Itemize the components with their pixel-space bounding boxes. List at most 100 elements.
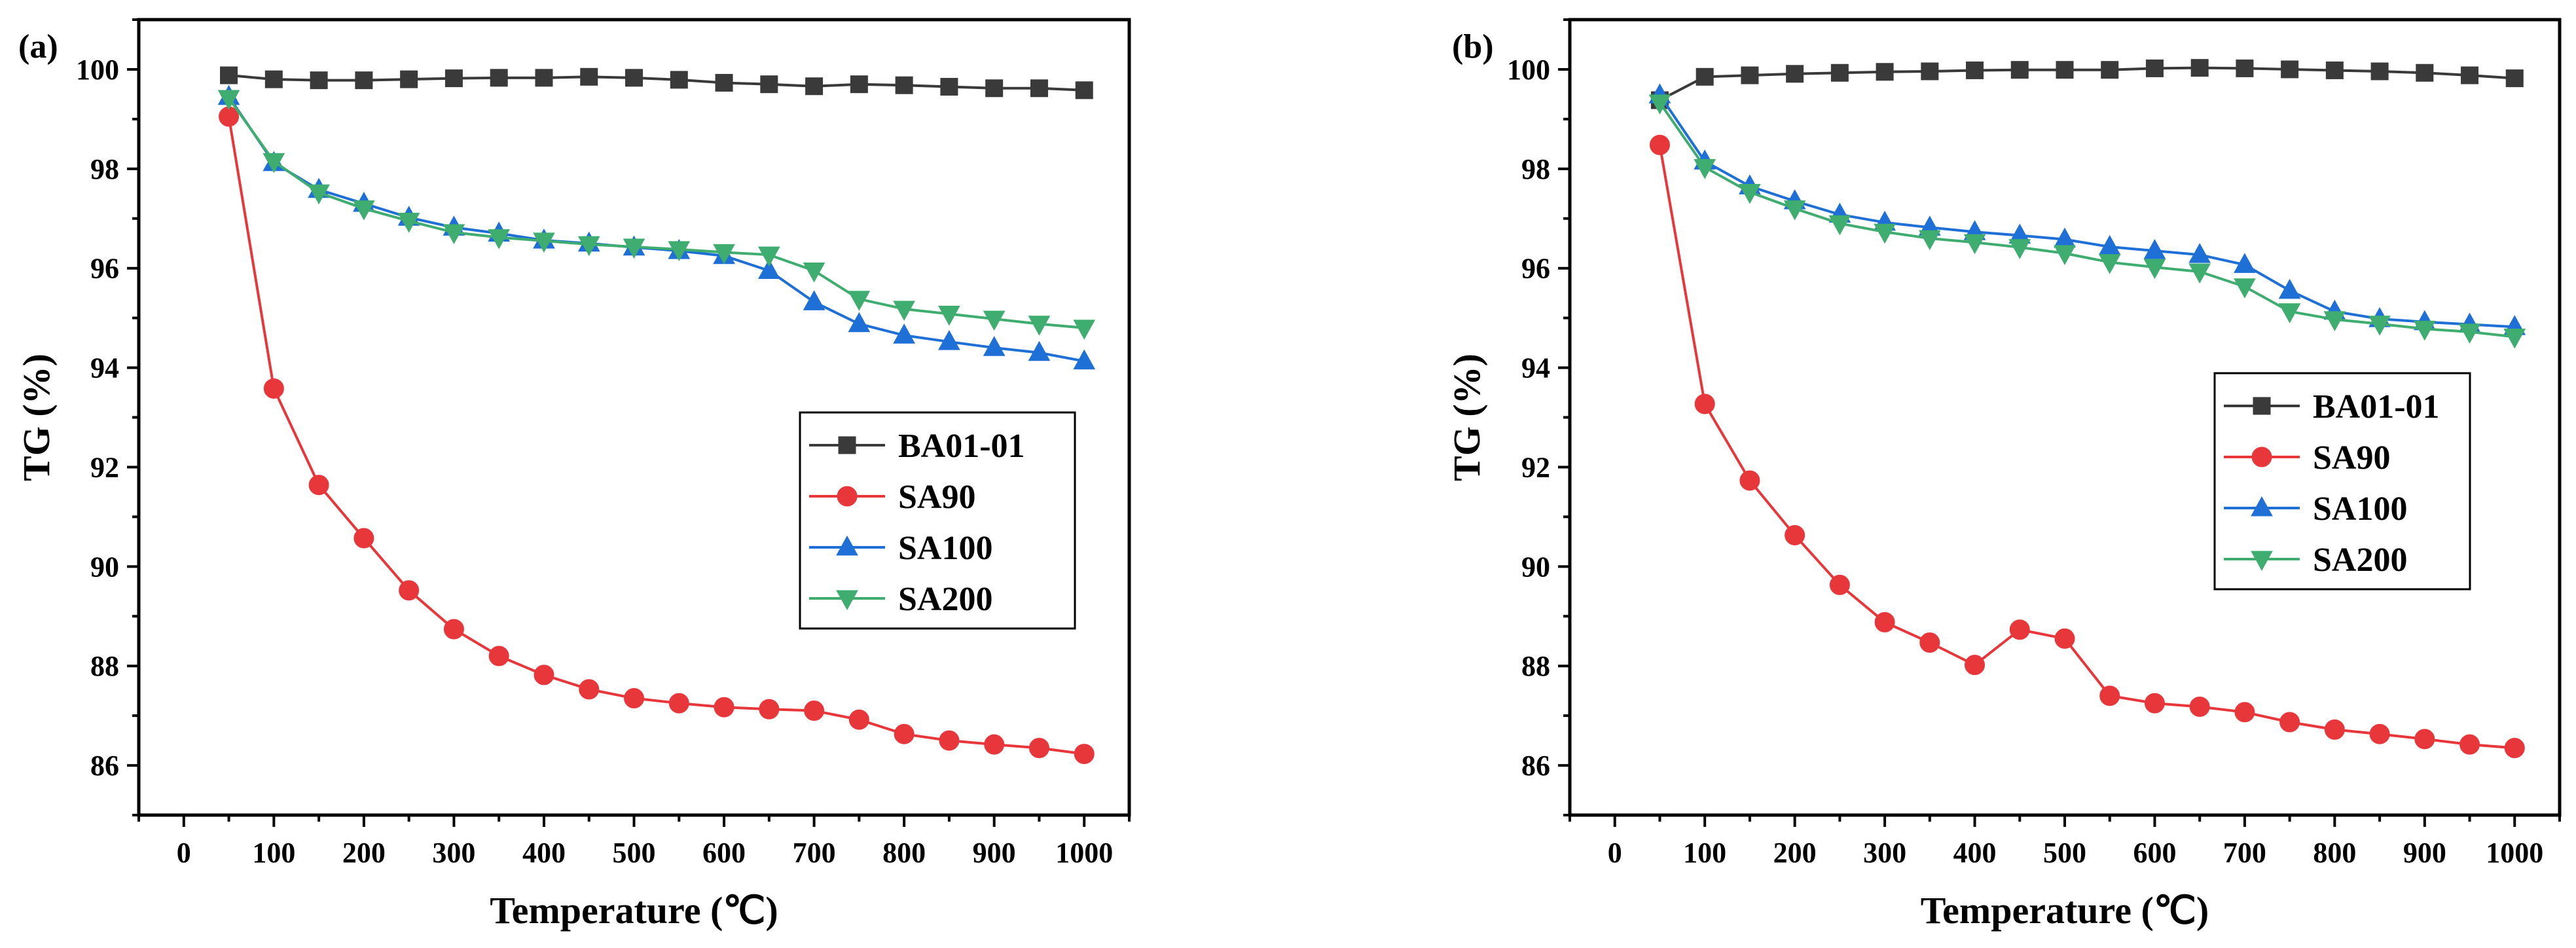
legend-item: SA200 [809,581,992,618]
data-point [308,184,330,205]
legend-label: BA01-01 [898,428,1025,465]
data-point [220,66,238,84]
data-point [2145,59,2164,77]
data-point [2279,712,2300,733]
data-point [938,330,960,350]
data-point [2325,61,2344,79]
legend-marker-triangle-up [2251,496,2273,517]
data-point [805,77,824,96]
data-point [2504,737,2525,758]
x-tick-label: 600 [702,837,746,869]
data-point [310,71,328,90]
legend-marker-triangle-up [836,535,858,556]
data-point [1874,223,1896,244]
series-line [1658,101,2515,338]
x-tick-label: 0 [1608,837,1622,869]
data-point [443,224,465,245]
x-tick-label: 900 [973,837,1016,869]
data-point [983,336,1006,356]
data-point [2054,628,2075,649]
series-sa100 [1648,83,2526,335]
data-point [850,75,868,94]
data-point [2056,61,2074,79]
y-axis-title: TG (%) [1445,354,1488,481]
data-point [2189,696,2210,717]
data-point [2458,323,2481,344]
data-point [2009,619,2030,640]
data-point [803,262,825,283]
data-point [2505,69,2524,88]
data-point [2278,303,2301,323]
data-point [715,73,733,92]
legend-item: SA90 [809,479,975,516]
legend-label: SA100 [898,530,992,567]
data-point [1876,63,1894,81]
data-point [2010,61,2029,79]
x-tick-label: 900 [2403,837,2446,869]
data-point [217,90,240,111]
data-point [1741,66,1759,84]
y-tick-label: 90 [1521,551,1550,583]
data-point [2459,734,2480,755]
series-sa200 [1648,94,2526,349]
legend-label: SA200 [898,581,992,618]
legend-item: SA90 [2224,439,2390,477]
data-point [577,236,600,257]
data-point [848,291,871,311]
legend-item: BA01-01 [2224,388,2440,426]
data-point [893,301,915,321]
data-point [804,701,825,721]
data-point [1028,340,1051,361]
data-point [1783,200,1806,221]
y-tick-label: 88 [90,650,119,682]
legend: BA01-01 SA90 SA100 SA200 [799,411,1076,630]
data-point [2098,254,2121,274]
x-tick-label: 300 [432,837,475,869]
legend-label: SA100 [2313,490,2407,528]
data-point [940,78,958,96]
data-point [1739,184,1761,204]
data-point [1739,470,1760,491]
data-point [2278,278,2301,299]
legend-label: BA01-01 [2313,388,2440,426]
data-point [399,580,420,601]
data-point [580,67,598,86]
x-tick-label: 1000 [2486,837,2543,869]
data-point [263,153,285,173]
data-point [625,69,643,87]
y-tick-label: 94 [90,352,119,384]
y-tick-label: 96 [90,253,119,285]
series-sa90 [219,106,1095,765]
data-point [2370,62,2389,81]
panel-label: (a) [18,28,58,65]
data-point [803,290,825,310]
data-point [2143,259,2166,280]
y-axis-title: TG (%) [15,354,58,481]
data-point [2234,278,2256,299]
y-tick-label: 86 [1521,750,1550,782]
legend-marker-square [838,436,856,454]
y-tick-label: 96 [1521,253,1550,285]
data-point [2143,239,2166,259]
data-point [668,241,691,261]
data-point [938,306,960,326]
data-point [1648,94,1671,115]
data-point [397,213,420,233]
data-point [2413,320,2436,341]
data-point [895,76,913,94]
x-tick-label: 800 [882,837,926,869]
data-point [1786,65,1804,83]
x-tick-label: 500 [2043,837,2086,869]
data-point [2099,685,2120,706]
x-tick-label: 0 [177,837,191,869]
legend-label: SA90 [898,479,975,516]
data-point [1073,319,1096,340]
data-point [939,730,960,751]
data-point [264,70,283,88]
data-point [2281,60,2299,79]
data-point [848,709,869,730]
legend-item: BA01-01 [809,428,1025,465]
data-point [1921,62,1939,81]
data-point [2008,239,2031,259]
